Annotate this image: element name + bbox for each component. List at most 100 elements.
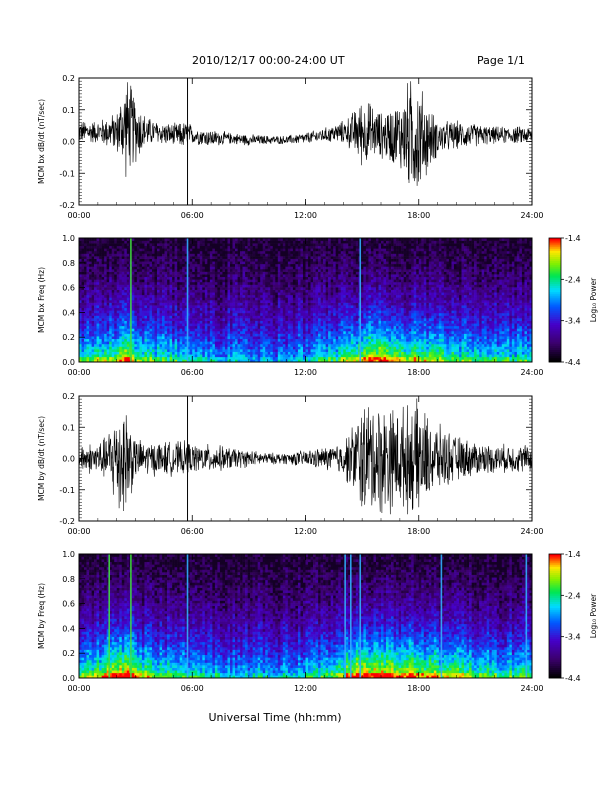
heatmap-cell xyxy=(134,285,137,288)
heatmap-cell xyxy=(134,279,137,282)
heatmap-cell xyxy=(182,251,185,254)
heatmap-cell xyxy=(142,303,145,306)
heatmap-cell xyxy=(139,266,142,269)
y-tick-label: 0.0 xyxy=(62,138,75,147)
heatmap-cell xyxy=(144,313,147,316)
heatmap-cell xyxy=(162,328,165,331)
heatmap-cell xyxy=(139,248,142,251)
heatmap-cell xyxy=(122,336,125,339)
heatmap-cell xyxy=(152,326,155,329)
heatmap-cell xyxy=(165,331,168,334)
heatmap-cell xyxy=(102,326,105,329)
heatmap-cell xyxy=(162,241,165,244)
heatmap-cell xyxy=(180,256,183,259)
heatmap-cell xyxy=(104,246,107,249)
heatmap-cell xyxy=(87,326,90,329)
heatmap-cell xyxy=(87,334,90,337)
heatmap-cell xyxy=(175,349,178,352)
heatmap-cell xyxy=(147,341,150,344)
heatmap-cell xyxy=(119,292,122,295)
heatmap-cell xyxy=(157,323,160,326)
heatmap-cell xyxy=(132,292,135,295)
heatmap-cell xyxy=(94,318,97,321)
heatmap-cell xyxy=(162,292,165,295)
heatmap-cell xyxy=(94,297,97,300)
heatmap-cell xyxy=(107,334,110,337)
heatmap-cell xyxy=(182,323,185,326)
heatmap-cell xyxy=(97,341,100,344)
heatmap-cell xyxy=(84,295,87,298)
heatmap-cell xyxy=(99,341,102,344)
heatmap-cell xyxy=(175,316,178,319)
heatmap-cell xyxy=(167,313,170,316)
heatmap-cell xyxy=(102,264,105,267)
heatmap-cell xyxy=(127,264,130,267)
heatmap-cell xyxy=(157,316,160,319)
heatmap-cell xyxy=(157,290,160,293)
heatmap-cell xyxy=(109,321,112,324)
heatmap-cell xyxy=(160,303,163,306)
heatmap-cell xyxy=(182,352,185,355)
heatmap-cell xyxy=(87,354,90,357)
heatmap-cell xyxy=(132,246,135,249)
heatmap-cell xyxy=(97,282,100,285)
heatmap-cell xyxy=(122,308,125,311)
heatmap-cell xyxy=(152,313,155,316)
heatmap-cell xyxy=(182,285,185,288)
heatmap-cell xyxy=(94,251,97,254)
heatmap-cell xyxy=(132,295,135,298)
heatmap-cell xyxy=(97,310,100,313)
heatmap-cell xyxy=(177,272,180,275)
heatmap-cell xyxy=(165,295,168,298)
heatmap-cell xyxy=(104,323,107,326)
heatmap-cell xyxy=(139,303,142,306)
heatmap-cell xyxy=(87,321,90,324)
heatmap-cell xyxy=(89,264,92,267)
heatmap-cell xyxy=(127,246,130,249)
heatmap-cell xyxy=(127,313,130,316)
heatmap-cell xyxy=(124,341,127,344)
heatmap-cell xyxy=(160,326,163,329)
heatmap-cell xyxy=(162,266,165,269)
heatmap-cell xyxy=(82,269,85,272)
heatmap-cell xyxy=(104,344,107,347)
heatmap-cell xyxy=(124,254,127,257)
heatmap-cell xyxy=(107,297,110,300)
x-tick-label: 18:00 xyxy=(407,211,430,220)
heatmap-cell xyxy=(114,272,117,275)
heatmap-cell xyxy=(137,290,140,293)
heatmap-cell xyxy=(149,272,152,275)
heatmap-cell xyxy=(144,354,147,357)
heatmap-cell xyxy=(155,344,158,347)
heatmap-cell xyxy=(197,336,200,339)
heatmap-cell xyxy=(99,277,102,280)
heatmap-cell xyxy=(82,352,85,355)
heatmap-cell xyxy=(157,246,160,249)
heatmap-cell xyxy=(109,344,112,347)
heatmap-cell xyxy=(190,285,193,288)
heatmap-cell xyxy=(152,243,155,246)
heatmap-cell xyxy=(175,328,178,331)
heatmap-cell xyxy=(152,251,155,254)
heatmap-cell xyxy=(167,248,170,251)
heatmap-cell xyxy=(109,243,112,246)
heatmap-cell xyxy=(109,269,112,272)
heatmap-cell xyxy=(152,279,155,282)
heatmap-cell xyxy=(180,328,183,331)
heatmap-cell xyxy=(195,246,198,249)
heatmap-cell xyxy=(165,305,168,308)
heatmap-cell xyxy=(172,347,175,350)
heatmap-cell xyxy=(82,305,85,308)
heatmap-cell xyxy=(147,347,150,350)
heatmap-cell xyxy=(104,336,107,339)
heatmap-cell xyxy=(149,331,152,334)
heatmap-cell xyxy=(134,354,137,357)
heatmap-cell xyxy=(165,241,168,244)
heatmap-cell xyxy=(177,248,180,251)
heatmap-cell xyxy=(109,272,112,275)
heatmap-cell xyxy=(114,277,117,280)
heatmap-cell xyxy=(104,254,107,257)
heatmap-cell xyxy=(92,328,95,331)
heatmap-cell xyxy=(180,336,183,339)
heatmap-cell xyxy=(162,347,165,350)
